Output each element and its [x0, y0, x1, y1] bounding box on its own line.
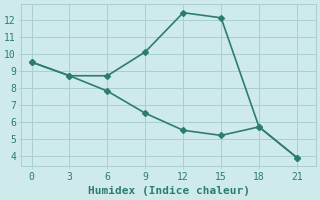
X-axis label: Humidex (Indice chaleur): Humidex (Indice chaleur) [88, 186, 250, 196]
